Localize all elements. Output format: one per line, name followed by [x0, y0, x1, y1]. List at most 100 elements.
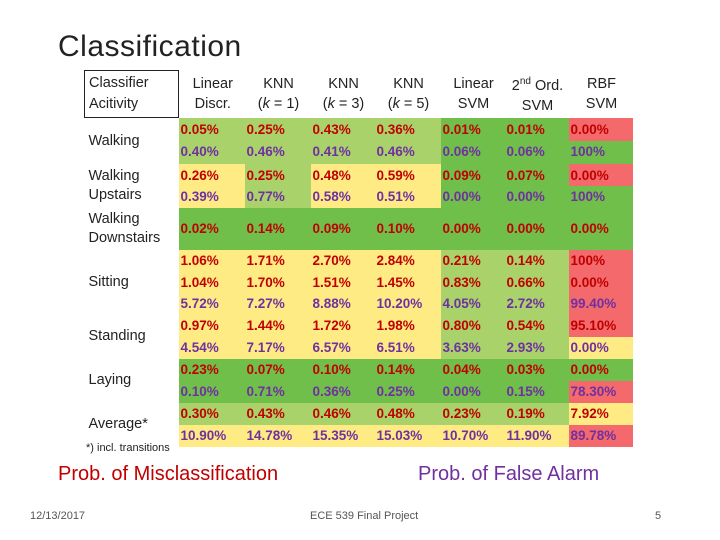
value-cell: 0.05% 0.40%: [178, 117, 245, 164]
misclassification-value: 95.10%: [570, 318, 617, 333]
footer-date: 12/13/2017: [30, 510, 86, 522]
activity-label: Walking: [88, 168, 140, 184]
misclassification-value: 0.07%: [506, 167, 545, 183]
false-alarm-value: 0.00%: [570, 339, 609, 355]
activity-label-cell: Walking: [85, 118, 179, 165]
misclassification-value: 1.06%: [180, 253, 219, 268]
misclassification-value: 0.07%: [246, 362, 285, 377]
order-suffix: nd: [519, 76, 531, 88]
misclassification-value: 0.14%: [506, 253, 545, 268]
order-label: Ord.: [530, 77, 564, 94]
false-alarm-value: 0.83%: [442, 274, 481, 290]
value-cell: 0.10%: [374, 208, 441, 250]
activity-label: Walking: [88, 132, 140, 149]
false-alarm-value: 0.36%: [312, 383, 351, 399]
table-row: Standing 0.97% 4.54% 1.44% 7.17% 1.72% 6.57% 1.…: [85, 314, 633, 359]
value-cell: 0.30% 10.90%: [178, 402, 245, 447]
misclassification-value: 0.00%: [570, 362, 609, 377]
col-header-line2: (k = 3): [313, 94, 375, 114]
value-cell: 0.00% 100%: [568, 164, 633, 208]
false-alarm-value: 89.78%: [570, 427, 617, 443]
false-alarm-value: 6.51%: [376, 339, 415, 355]
false-alarm-value: 8.88%: [312, 296, 351, 311]
false-alarm-value: 100%: [570, 143, 606, 159]
misclassification-value: 0.80%: [442, 318, 481, 333]
false-alarm-value: 0.58%: [312, 189, 351, 204]
misclassification-value: 0.01%: [506, 122, 545, 138]
value-cell: 0.59% 0.51%: [374, 164, 441, 208]
misclassification-value: 0.02%: [180, 221, 219, 237]
false-alarm-value: 10.20%: [376, 296, 423, 311]
value-cell: 1.98% 6.51%: [374, 314, 441, 359]
value-cell: 1.71% 1.70% 7.27%: [244, 250, 311, 315]
false-alarm-value: 0.06%: [506, 143, 545, 159]
k-paren: (: [322, 96, 328, 112]
value-cell: 0.43% 14.78%: [244, 402, 311, 447]
false-alarm-value: 0.25%: [376, 383, 415, 399]
table-row: Walking 0.05% 0.40% 0.25% 0.46% 0.43% 0.41% 0.3…: [85, 117, 633, 165]
misclassification-value: 0.23%: [180, 362, 219, 377]
activity-label-cell: Walking Upstairs: [85, 164, 179, 208]
false-alarm-value: 0.00%: [442, 383, 481, 399]
false-alarm-value: 99.40%: [570, 296, 617, 311]
misclassification-value: 2.70%: [312, 253, 351, 268]
misclassification-value: 0.46%: [312, 406, 351, 421]
misclassification-value: 0.09%: [312, 221, 351, 237]
misclassification-value: 0.25%: [246, 122, 285, 138]
false-alarm-value: 0.46%: [376, 143, 415, 159]
false-alarm-value: 1.51%: [312, 274, 351, 290]
table-row: Sitting 1.06% 1.04% 5.72% 1.71% 1.70% 7.27% 2.7…: [85, 250, 633, 315]
col-header-line1: KNN: [393, 76, 424, 92]
false-alarm-value: 0.77%: [246, 189, 285, 204]
k-paren: (: [257, 96, 263, 112]
false-alarm-value: 4.05%: [442, 296, 481, 311]
misclassification-value: 0.30%: [180, 406, 219, 421]
page-number: 5: [655, 510, 662, 522]
misclassification-value: 0.23%: [442, 406, 481, 421]
false-alarm-value: 10.90%: [180, 427, 227, 443]
false-alarm-value: 0.00%: [570, 274, 609, 290]
col-header-line1: KNN: [263, 76, 294, 92]
table-row: Laying 0.23% 0.10% 0.07% 0.71% 0.10% 0.36% 0.14…: [85, 358, 633, 403]
col-header-line1: Linear: [453, 76, 494, 92]
legend-misclassification: Prob. of Misclassification: [58, 463, 279, 485]
misclassification-value: 0.26%: [180, 167, 219, 183]
misclassification-value: 1.72%: [312, 318, 351, 333]
false-alarm-value: 0.41%: [312, 143, 351, 159]
activity-label: Laying: [88, 372, 132, 388]
col-header-line2: (k = 1): [247, 94, 311, 114]
false-alarm-value: 2.72%: [506, 296, 545, 311]
k-symbol: k: [262, 96, 270, 112]
value-cell: 0.25% 0.77%: [244, 164, 311, 208]
false-alarm-value: 0.00%: [442, 189, 481, 204]
col-header-line2: (k = 5): [377, 94, 441, 114]
col-header-linear-discr: Linear Discr.: [178, 70, 245, 118]
misclassification-value: 0.19%: [506, 406, 545, 421]
false-alarm-value: 6.57%: [312, 339, 351, 355]
value-cell: 0.54% 2.93%: [504, 314, 569, 359]
value-cell: 0.14% 0.66% 2.72%: [504, 250, 569, 315]
value-cell: 0.26% 0.39%: [178, 164, 245, 208]
value-cell: 0.00%: [568, 208, 633, 250]
value-cell: 0.14%: [244, 208, 311, 250]
value-cell: 0.43% 0.41%: [310, 117, 375, 164]
legend-false-alarm: Prob. of False Alarm: [418, 463, 600, 485]
col-header-line1: KNN: [328, 76, 359, 92]
false-alarm-value: 0.51%: [376, 189, 415, 204]
value-cell: 0.48% 15.03%: [374, 402, 441, 447]
value-cell: 0.00% 100%: [568, 117, 633, 164]
value-cell: 0.23% 0.10%: [178, 358, 245, 403]
false-alarm-value: 0.39%: [180, 189, 219, 204]
misclassification-value: 0.48%: [376, 406, 415, 421]
misclassification-value: 0.14%: [246, 221, 285, 237]
false-alarm-value: 0.10%: [180, 383, 219, 399]
activity-label-cell: Average*: [85, 403, 179, 447]
value-cell: 2.70% 1.51% 8.88%: [310, 250, 375, 315]
classification-table: Classifier Acitivity Linear Discr. KNN (…: [84, 70, 633, 447]
value-cell: 0.02%: [178, 208, 245, 250]
misclassification-value: 100%: [570, 253, 606, 268]
footer-project: ECE 539 Final Project: [310, 510, 419, 522]
value-cell: 0.14% 0.25%: [374, 358, 441, 403]
misclassification-value: 0.43%: [312, 122, 351, 138]
misclassification-value: 0.00%: [506, 221, 545, 237]
